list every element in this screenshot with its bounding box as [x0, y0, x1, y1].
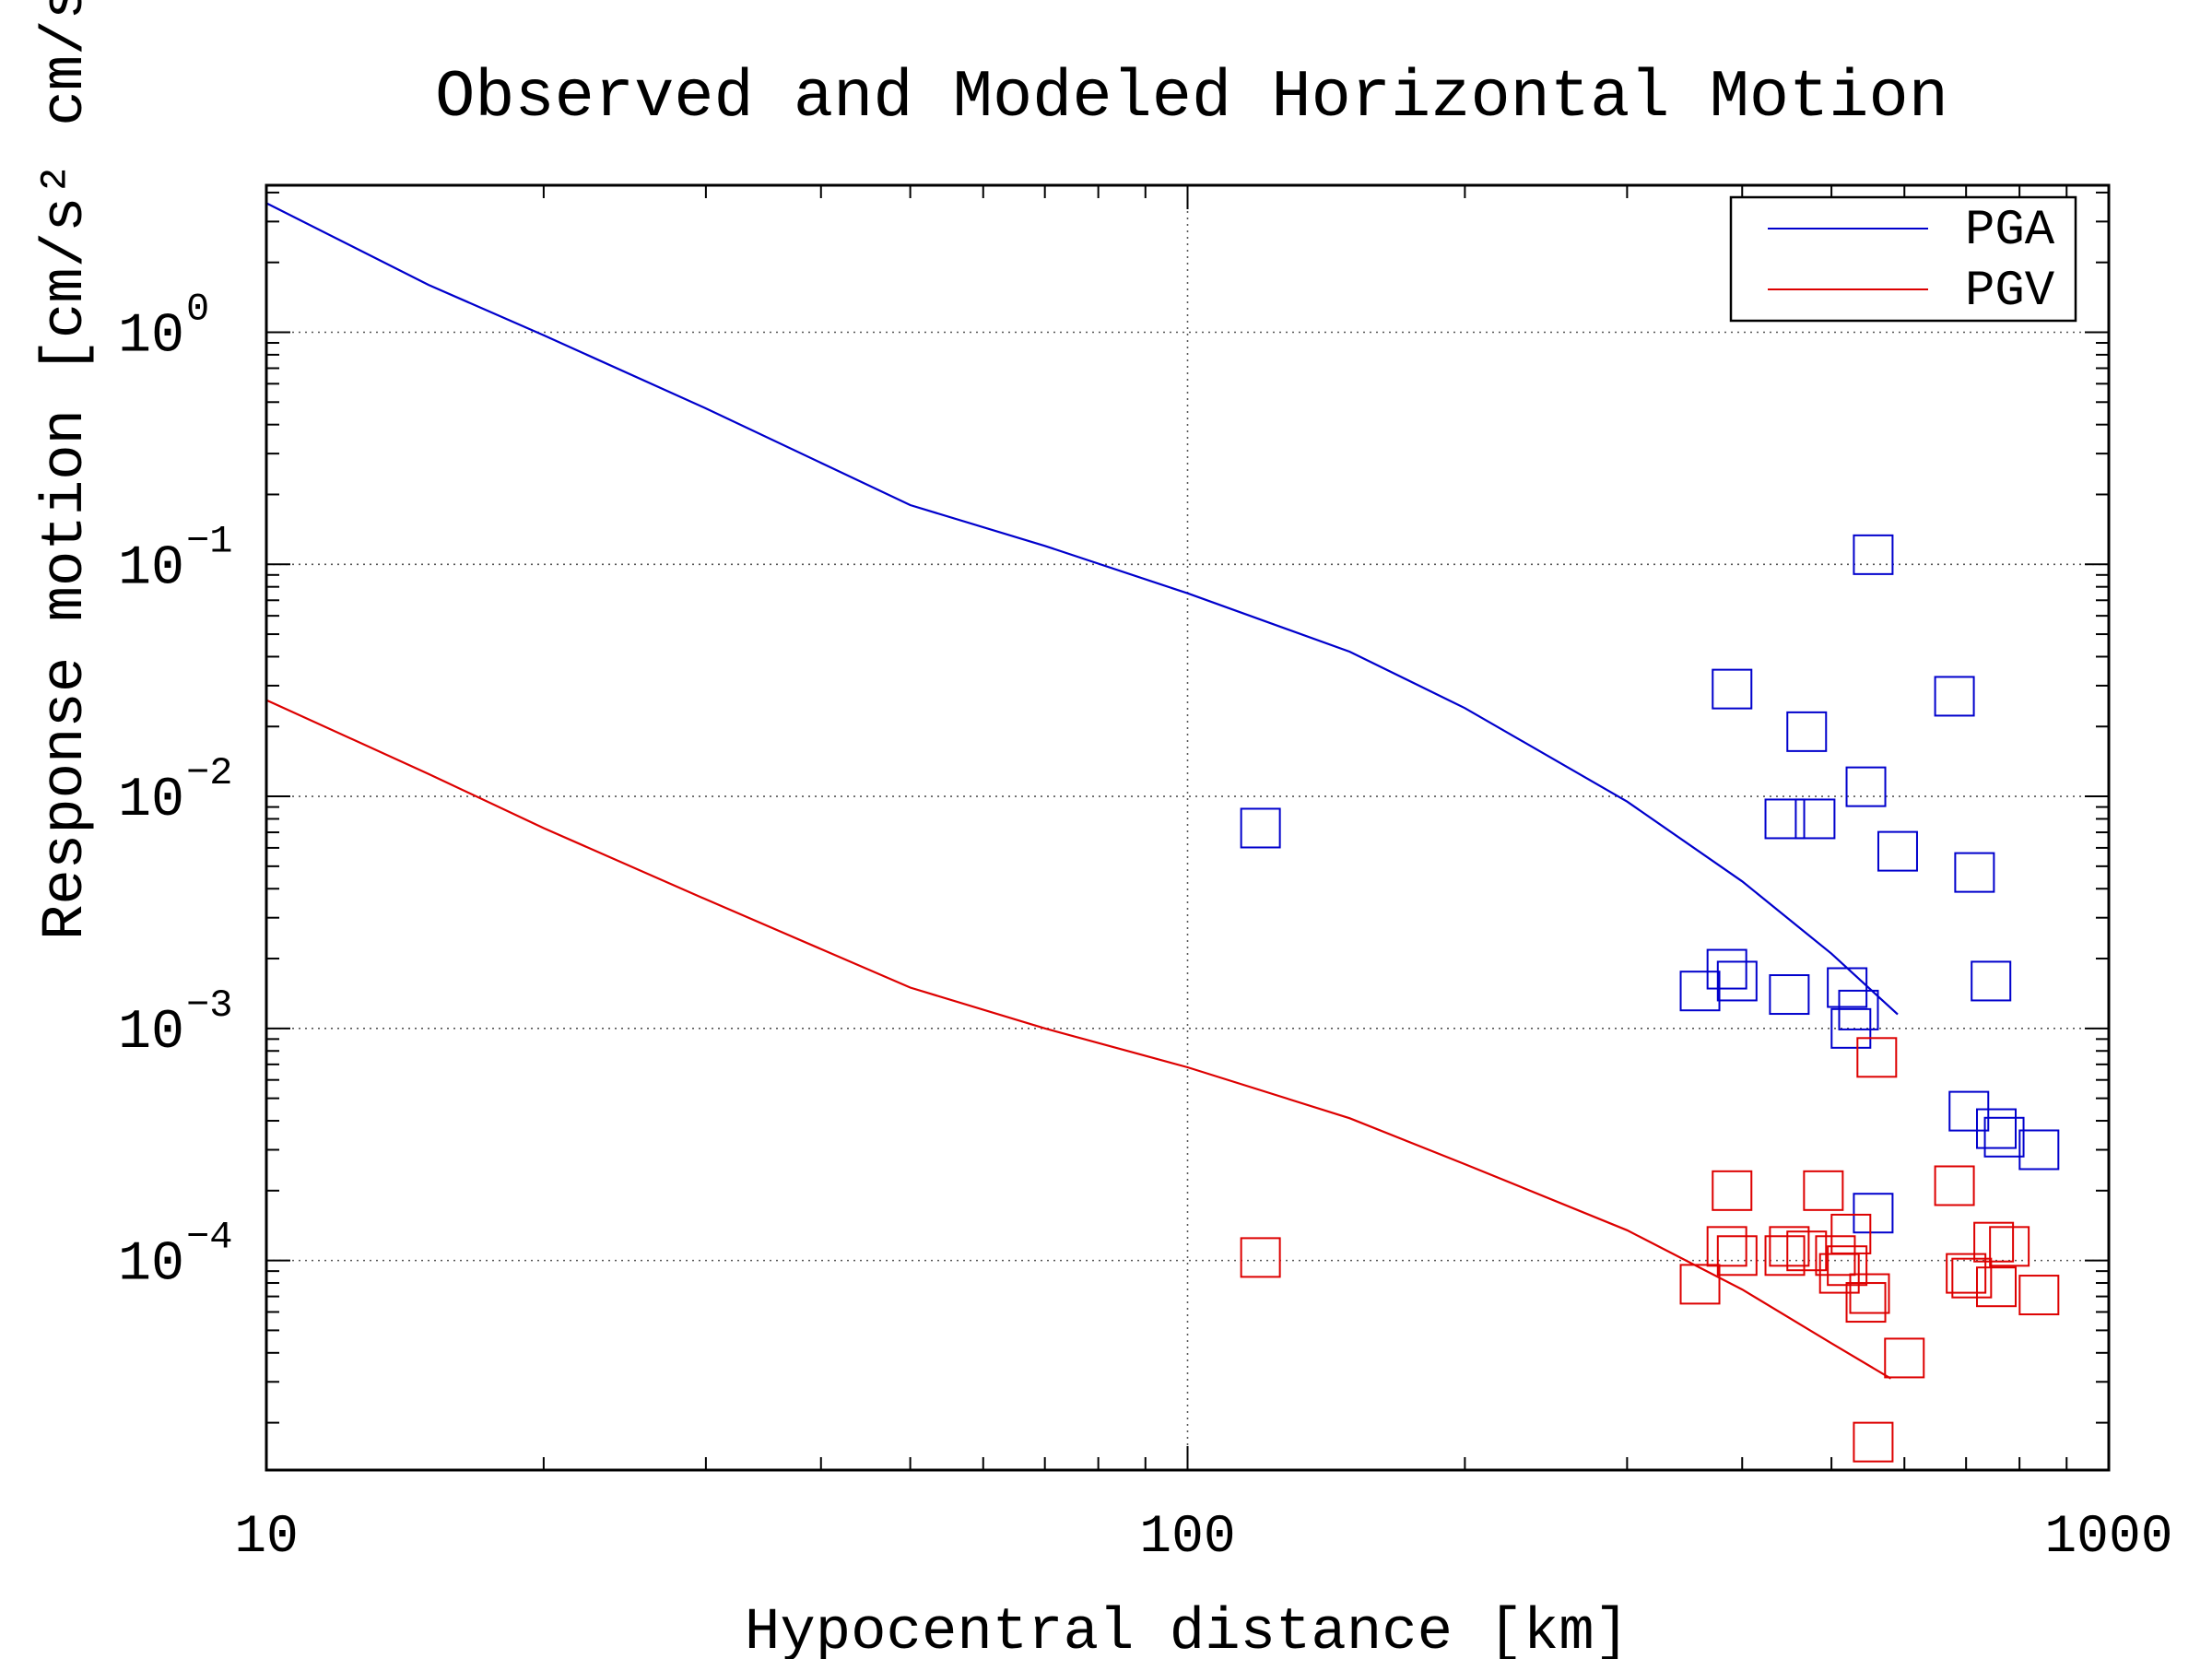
observed-point-pga — [1877, 830, 1918, 872]
observed-point-pgv — [1951, 1257, 1993, 1299]
observed-point-pga — [1706, 948, 1747, 990]
observed-point-pgv — [1856, 1037, 1898, 1078]
observed-point-pgv — [1827, 1245, 1868, 1287]
observed-point-pga — [1794, 798, 1836, 840]
y-axis-label: Response motion [cm/s² cm/s] — [33, 0, 100, 940]
observed-point-pga — [1240, 807, 1281, 849]
observed-point-pgv — [1853, 1421, 1894, 1463]
observed-point-pga — [1786, 711, 1828, 752]
plot-frame — [265, 183, 2111, 1472]
observed-point-pga — [1853, 534, 1894, 575]
observed-point-pga — [1853, 1193, 1894, 1234]
observed-point-pgv — [1706, 1226, 1747, 1267]
observed-point-pgv — [1803, 1170, 1844, 1211]
observed-point-pga — [1976, 1108, 2018, 1149]
observed-point-pgv — [1849, 1273, 1890, 1314]
observed-point-pga — [1769, 974, 1810, 1016]
observed-point-pgv — [1679, 1264, 1721, 1305]
observed-point-pgv — [1240, 1237, 1281, 1278]
observed-point-pgv — [1830, 1213, 1872, 1254]
observed-point-pga — [1716, 960, 1758, 1002]
observed-point-pga — [2018, 1129, 2060, 1171]
legend-label-pgv: PGV — [1965, 264, 2055, 320]
x-axis-label: Hypocentral distance [km] — [745, 1600, 1630, 1659]
observed-point-pgv — [1764, 1235, 1806, 1277]
observed-point-pgv — [1786, 1230, 1828, 1272]
y-tick-exponent: −4 — [186, 1216, 232, 1260]
observed-point-pga — [1971, 960, 2012, 1002]
observed-point-pga — [1934, 676, 1975, 717]
y-tick-label: 10 — [118, 305, 184, 368]
observed-point-pga — [1712, 668, 1753, 710]
x-tick-label: 100 — [1139, 1508, 1235, 1568]
observed-point-pga — [1827, 967, 1868, 1008]
y-tick-exponent: −2 — [186, 751, 232, 795]
legend-label-pga: PGA — [1965, 203, 2055, 259]
y-tick-label: 10 — [118, 1002, 184, 1065]
observed-point-pga — [1983, 1116, 2025, 1158]
y-tick-label: 10 — [118, 770, 184, 832]
observed-point-pgv — [1815, 1235, 1856, 1277]
observed-point-pgv — [2018, 1275, 2060, 1316]
observed-point-pgv — [1884, 1337, 1925, 1379]
y-tick-label: 10 — [118, 1234, 184, 1297]
y-tick-exponent: −3 — [186, 983, 232, 1028]
series-lines — [265, 202, 1899, 1380]
series-line-pgv — [265, 699, 1892, 1380]
y-tick-exponent: 0 — [186, 287, 209, 331]
observed-point-pga — [1838, 989, 1879, 1030]
observed-point-pgv — [1712, 1170, 1753, 1211]
observed-point-pgv — [1769, 1226, 1810, 1267]
observed-point-pga — [1948, 1090, 1990, 1132]
observed-point-pgv — [1973, 1221, 2015, 1263]
observed-point-pga — [1954, 852, 1995, 893]
observed-point-pga — [1830, 1007, 1872, 1049]
observed-point-pga — [1845, 766, 1887, 807]
observed-point-pgv — [1946, 1253, 1987, 1294]
observed-markers — [1240, 534, 2060, 1463]
observed-point-pgv — [1716, 1235, 1758, 1277]
grid — [266, 185, 2109, 1470]
observed-point-pga — [1679, 971, 1721, 1012]
legend-box — [1729, 195, 2077, 323]
series-line-pga — [265, 202, 1899, 1016]
x-tick-label: 10 — [234, 1508, 299, 1568]
observed-point-pgv — [1845, 1282, 1887, 1324]
y-tick-label: 10 — [118, 537, 184, 600]
chart-title: Observed and Modeled Horizontal Motion — [435, 60, 1948, 135]
y-tick-exponent: −1 — [186, 519, 232, 563]
legend: PGA PGV — [1729, 195, 2077, 323]
x-tick-label: 1000 — [2044, 1508, 2172, 1568]
observed-point-pgv — [1934, 1165, 1975, 1206]
observed-point-pga — [1764, 798, 1806, 840]
observed-point-pgv — [1976, 1266, 2018, 1308]
observed-point-pgv — [1989, 1226, 2030, 1267]
